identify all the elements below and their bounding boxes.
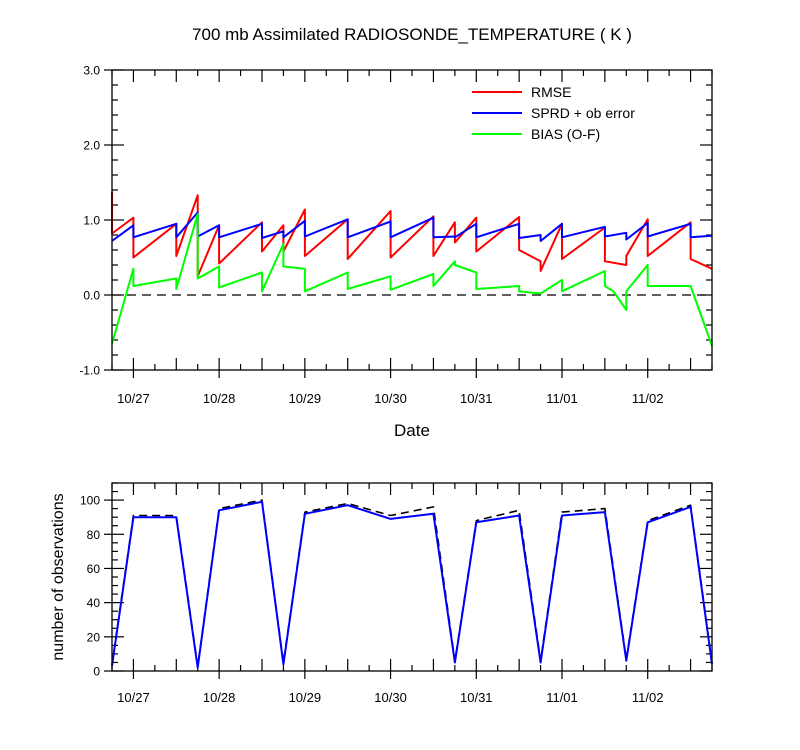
x-tick-label: 11/02 — [632, 690, 664, 705]
y-tick-label: 80 — [87, 528, 101, 542]
y-tick-label: 40 — [87, 596, 101, 610]
rmse-panel: 700 mb Assimilated RADIOSONDE_TEMPERATUR… — [79, 25, 713, 440]
y-tick-label: 0.0 — [83, 289, 100, 303]
x-tick-label: 10/31 — [460, 391, 493, 406]
y-tick-label: -1.0 — [79, 364, 100, 378]
top-axes: 10/27 10/28 10/29 10/30 10/31 11/01 11/02 -1.0 0… — [79, 64, 713, 406]
legend-label: RMSE — [531, 84, 571, 100]
observations-panel: 10/27 10/28 10/29 10/30 10/31 11/01 11/02 0 20 40… — [50, 482, 713, 705]
x-tick-label: 10/30 — [374, 690, 407, 705]
y-tick-label: 1.0 — [83, 214, 100, 228]
legend-label: SPRD + ob error — [531, 105, 635, 121]
series-line-obs-1 — [111, 500, 713, 669]
chart-title: 700 mb Assimilated RADIOSONDE_TEMPERATUR… — [192, 25, 632, 44]
y-tick-label: 3.0 — [83, 64, 100, 78]
x-tick-label: 11/02 — [632, 391, 664, 406]
series-line-bias-o-f — [111, 213, 713, 347]
x-tick-label: 10/28 — [203, 690, 236, 705]
legend: RMSE SPRD + ob error BIAS (O-F) — [472, 84, 635, 142]
x-tick-label: 10/31 — [460, 690, 493, 705]
y-axis-label-observations: number of observations — [50, 493, 67, 660]
y-tick-label: 2.0 — [83, 139, 100, 153]
x-tick-label: 10/27 — [117, 391, 150, 406]
x-tick-label: 11/01 — [546, 391, 578, 406]
x-tick-label: 10/30 — [374, 391, 407, 406]
top-plot-frame — [111, 69, 713, 371]
x-tick-label: 10/29 — [289, 391, 322, 406]
top-series — [111, 191, 713, 347]
y-tick-label: 100 — [80, 494, 100, 508]
y-tick-label: 20 — [87, 630, 101, 644]
x-axis-label: Date — [394, 421, 430, 440]
y-tick-label: 0 — [93, 665, 100, 679]
x-tick-label: 10/27 — [117, 690, 150, 705]
x-tick-label: 11/01 — [546, 690, 578, 705]
y-tick-label: 60 — [87, 562, 101, 576]
series-line-sprd-ob-error — [111, 211, 713, 242]
x-tick-label: 10/28 — [203, 391, 236, 406]
legend-label: BIAS (O-F) — [531, 126, 600, 142]
x-tick-label: 10/29 — [289, 690, 322, 705]
bottom-plot-frame — [111, 482, 713, 672]
bottom-series — [111, 499, 713, 669]
